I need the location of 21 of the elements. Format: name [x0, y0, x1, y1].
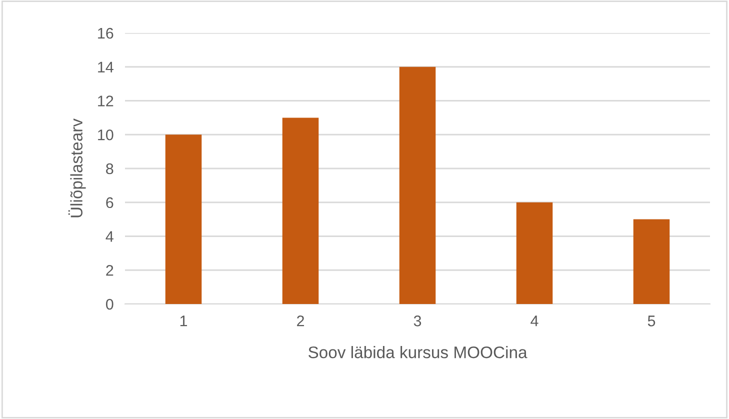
bar [516, 202, 553, 304]
bar [633, 219, 670, 304]
x-axis-title: Soov läbida kursus MOOCina [308, 346, 528, 358]
y-axis-title: Üliõpilastearv [68, 118, 86, 218]
y-tick-label: 8 [106, 163, 114, 174]
y-tick-label: 10 [98, 129, 114, 140]
x-tick-label: 3 [414, 316, 422, 326]
y-tick-label: 12 [98, 96, 114, 106]
y-tick-label: 6 [106, 197, 114, 208]
bar [282, 118, 319, 304]
y-tick-label: 14 [98, 62, 114, 72]
y-tick-label: 4 [106, 231, 114, 242]
x-tick-label: 4 [530, 316, 538, 326]
x-tick-label: 1 [180, 316, 188, 326]
x-tick-label: 2 [297, 316, 304, 326]
y-tick-label: 16 [98, 28, 114, 39]
x-tick-label: 5 [648, 316, 656, 326]
y-tick-label: 0 [106, 298, 114, 310]
bar [165, 134, 202, 304]
bar [399, 66, 436, 304]
y-tick-label: 2 [106, 264, 114, 276]
